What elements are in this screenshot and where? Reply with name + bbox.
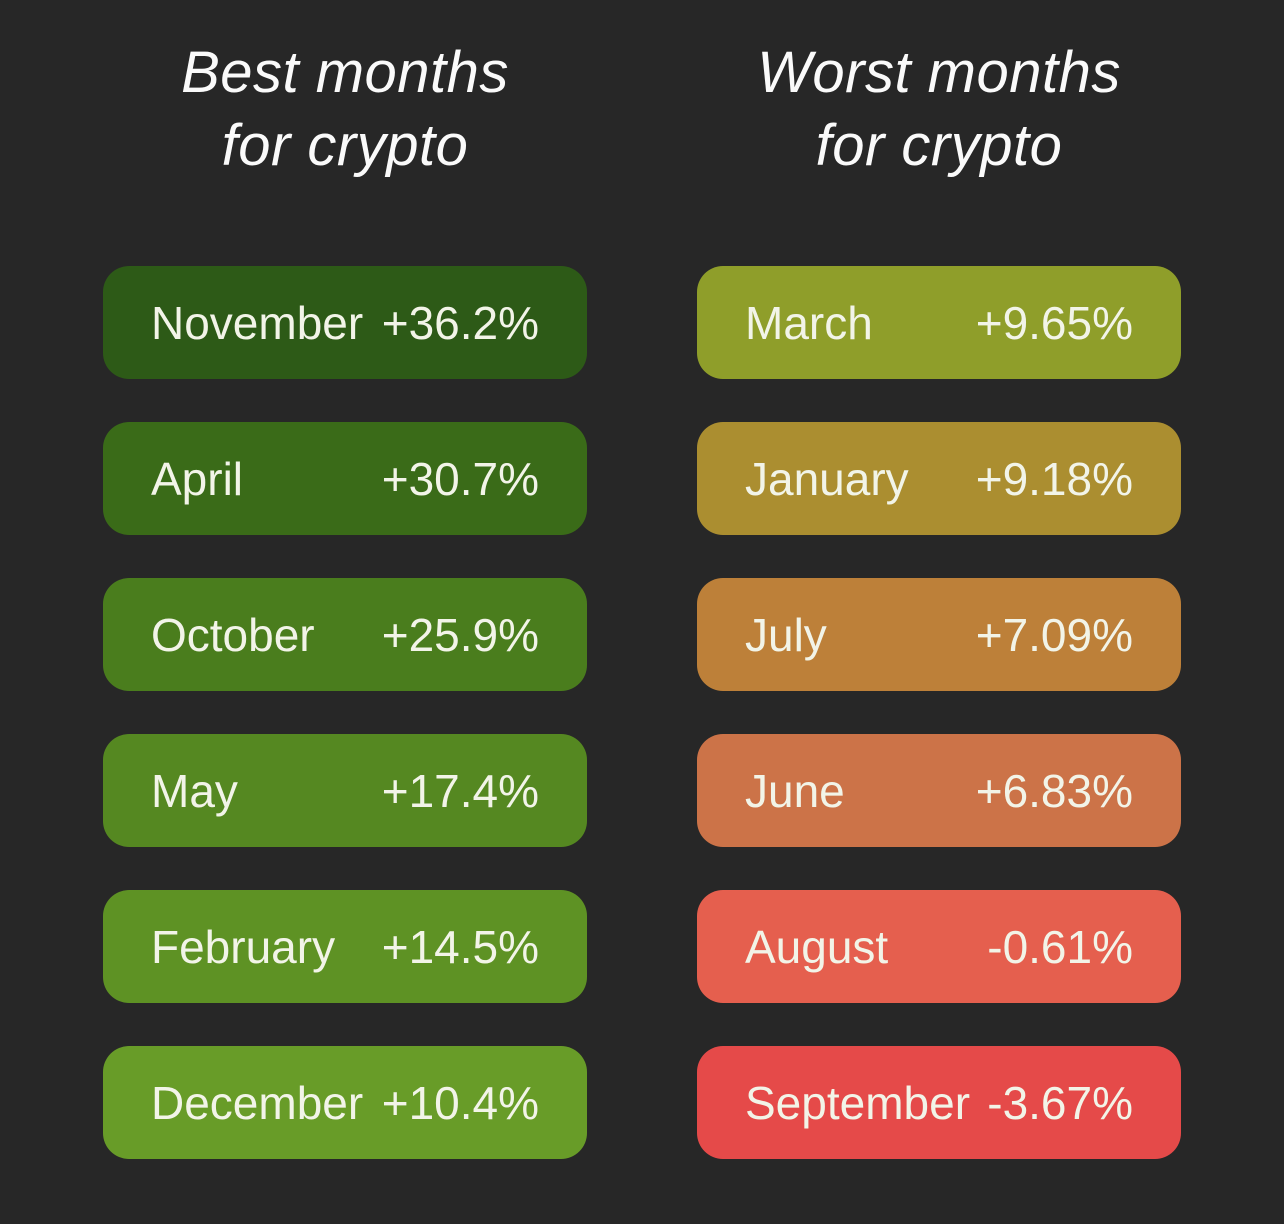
worst-months-title-line2: for crypto <box>815 113 1063 178</box>
value-label: +25.9% <box>381 608 539 661</box>
worst-months-column: Worst months for crypto March +9.65% Jan… <box>697 0 1181 1159</box>
card-may: May +17.4% <box>103 734 587 847</box>
best-months-column: Best months for crypto November +36.2% A… <box>103 0 587 1159</box>
value-label: +9.18% <box>975 452 1133 505</box>
value-label: +14.5% <box>381 920 539 973</box>
value-label: +10.4% <box>381 1076 539 1129</box>
month-label: November <box>151 296 364 349</box>
value-label: +7.09% <box>975 608 1133 661</box>
month-label: October <box>151 608 315 661</box>
month-label: June <box>745 764 845 817</box>
card-june: June +6.83% <box>697 734 1181 847</box>
month-label: March <box>745 296 873 349</box>
best-months-title-line2: for crypto <box>221 113 469 178</box>
card-december: December +10.4% <box>103 1046 587 1159</box>
month-label: April <box>151 452 244 505</box>
worst-months-title-line1: Worst months <box>757 40 1121 105</box>
card-january: January +9.18% <box>697 422 1181 535</box>
value-label: -0.61% <box>987 920 1133 973</box>
card-august: August -0.61% <box>697 890 1181 1003</box>
month-label: February <box>151 920 336 973</box>
value-label: -3.67% <box>987 1076 1133 1129</box>
card-april: April +30.7% <box>103 422 587 535</box>
value-label: +36.2% <box>381 296 539 349</box>
month-label: July <box>745 608 827 661</box>
month-label: September <box>745 1076 971 1129</box>
value-label: +30.7% <box>381 452 539 505</box>
card-february: February +14.5% <box>103 890 587 1003</box>
month-label: December <box>151 1076 364 1129</box>
month-label: May <box>151 764 238 817</box>
worst-months-card-list: March +9.65% January +9.18% July +7.09% … <box>697 266 1181 1159</box>
card-november: November +36.2% <box>103 266 587 379</box>
card-september: September -3.67% <box>697 1046 1181 1159</box>
value-label: +17.4% <box>381 764 539 817</box>
month-label: August <box>745 920 889 973</box>
best-months-title-line1: Best months <box>181 40 509 105</box>
month-label: January <box>745 452 909 505</box>
value-label: +9.65% <box>975 296 1133 349</box>
card-march: March +9.65% <box>697 266 1181 379</box>
worst-months-title: Worst months for crypto <box>697 36 1181 182</box>
value-label: +6.83% <box>975 764 1133 817</box>
card-july: July +7.09% <box>697 578 1181 691</box>
card-october: October +25.9% <box>103 578 587 691</box>
best-months-card-list: November +36.2% April +30.7% October +25… <box>103 266 587 1159</box>
best-months-title: Best months for crypto <box>103 36 587 182</box>
